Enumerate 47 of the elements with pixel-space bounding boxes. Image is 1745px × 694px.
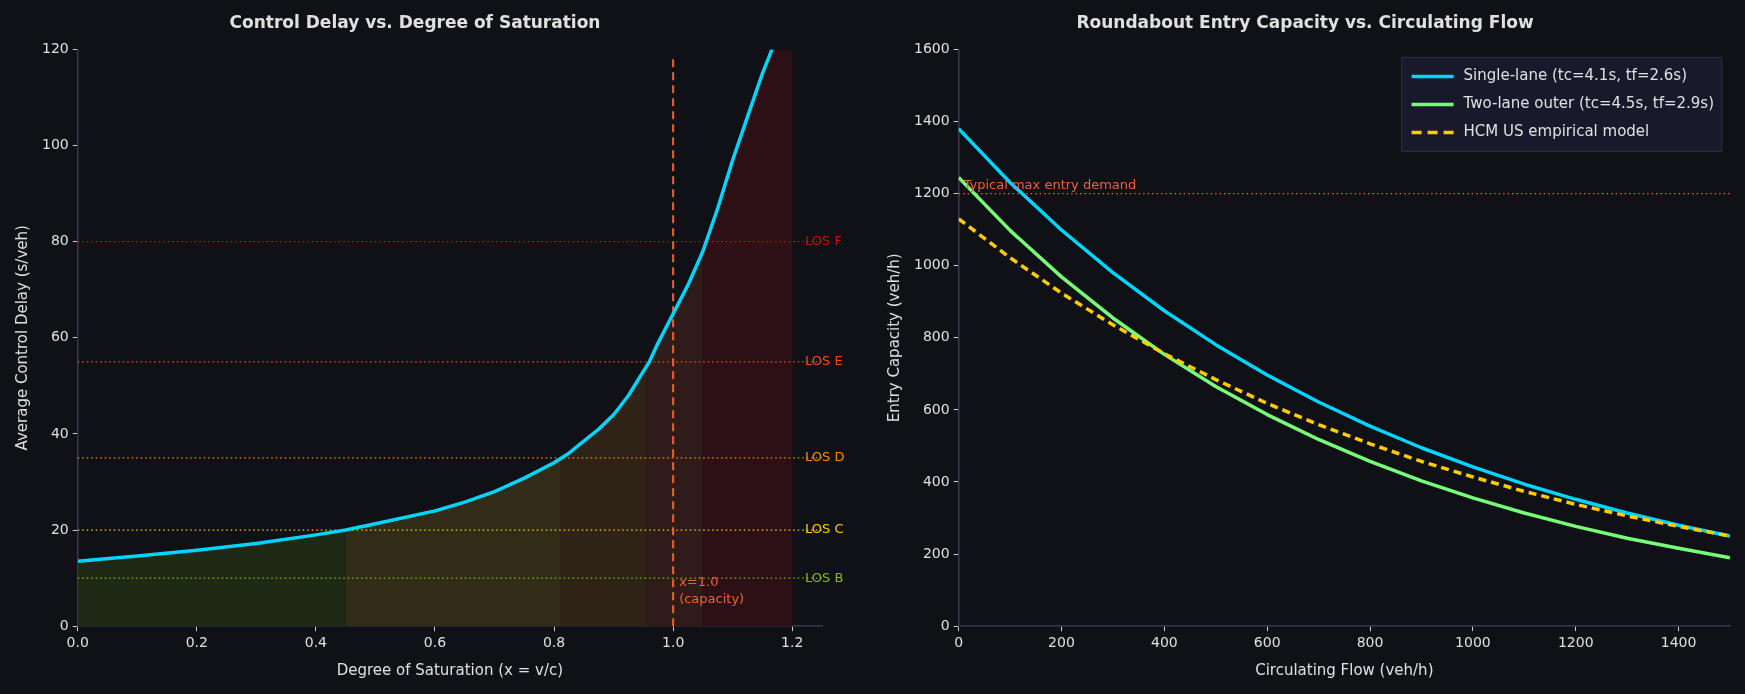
y-tick-label: 1600 bbox=[913, 40, 950, 57]
line-series bbox=[958, 217, 1730, 538]
y-tick-label: 400 bbox=[922, 472, 950, 489]
legend-label: HCM US empirical model bbox=[1463, 122, 1650, 141]
x-tick-label: 1400 bbox=[1660, 634, 1697, 651]
x-tick-label: 600 bbox=[1253, 634, 1281, 651]
y-tick-label: 60 bbox=[50, 328, 69, 345]
x-tick-label: 0.4 bbox=[304, 634, 328, 651]
y-tick-label: 800 bbox=[922, 328, 950, 345]
ref-line-label: x=1.0 (capacity) bbox=[679, 573, 745, 606]
y-tick-label: 1000 bbox=[913, 256, 950, 273]
y-tick-label: 40 bbox=[50, 424, 69, 441]
x-tick-label: 200 bbox=[1048, 634, 1075, 651]
y-axis-title: Entry Capacity (veh/h) bbox=[884, 253, 903, 423]
x-tick-label: 800 bbox=[1356, 634, 1384, 651]
y-tick-label: 20 bbox=[50, 520, 69, 537]
y-tick-label: 200 bbox=[922, 544, 950, 561]
x-axis-title: Degree of Saturation (x = v/c) bbox=[336, 660, 564, 679]
x-tick-label: 0 bbox=[954, 634, 964, 651]
ref-line-label: LOS C bbox=[805, 521, 844, 537]
x-tick-label: 0.8 bbox=[542, 634, 566, 651]
x-tick-label: 1200 bbox=[1557, 634, 1594, 651]
y-tick-label: 0 bbox=[940, 616, 950, 633]
x-axis-title: Circulating Flow (veh/h) bbox=[1255, 660, 1434, 679]
y-axis-title: Average Control Delay (s/veh) bbox=[12, 225, 31, 451]
x-tick-label: 1.0 bbox=[662, 634, 685, 651]
y-tick-label: 100 bbox=[41, 136, 69, 153]
x-tick-label: 1000 bbox=[1455, 634, 1491, 651]
x-tick-label: 0.2 bbox=[185, 634, 208, 651]
ref-line-label: LOS B bbox=[805, 569, 844, 585]
x-tick-label: 400 bbox=[1150, 634, 1178, 651]
legend-label: Two-lane outer (tc=4.5s, tf=2.9s) bbox=[1462, 94, 1715, 113]
chart-title: Roundabout Entry Capacity vs. Circulating Flow bbox=[1076, 11, 1534, 32]
y-tick-label: 80 bbox=[50, 232, 69, 249]
ref-line-label: LOS F bbox=[805, 233, 842, 249]
x-tick-label: 0.6 bbox=[423, 634, 447, 651]
y-tick-label: 120 bbox=[41, 40, 69, 57]
y-tick-label: 0 bbox=[59, 616, 69, 633]
x-tick-label: 0.0 bbox=[66, 634, 89, 651]
ref-line-label: LOS D bbox=[805, 449, 845, 465]
y-tick-label: 600 bbox=[922, 400, 950, 417]
y-tick-label: 1400 bbox=[913, 112, 950, 129]
chart-title: Control Delay vs. Degree of Saturation bbox=[229, 11, 601, 32]
x-tick-label: 1.2 bbox=[781, 634, 804, 651]
legend-label: Single-lane (tc=4.1s, tf=2.6s) bbox=[1463, 66, 1687, 85]
y-tick-label: 1200 bbox=[913, 184, 950, 201]
ref-line-label: LOS E bbox=[805, 353, 843, 369]
